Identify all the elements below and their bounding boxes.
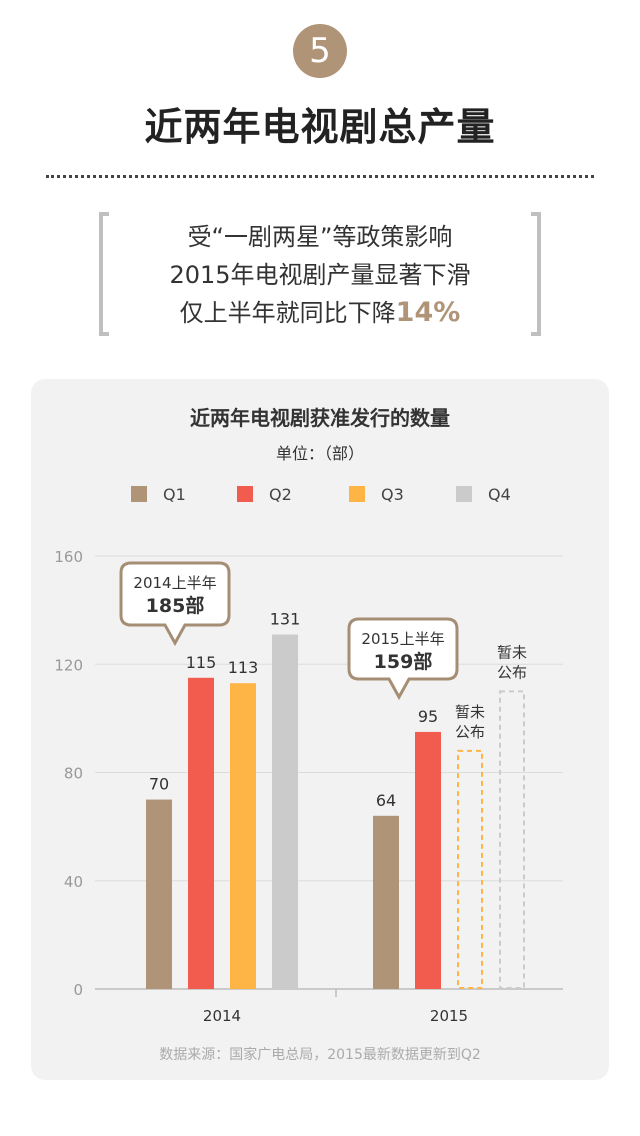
data-label: 70 (149, 775, 169, 794)
legend-label-q4: Q4 (488, 485, 511, 504)
legend-swatch-q1 (131, 486, 147, 502)
data-label: 95 (418, 707, 438, 726)
decline-percentage: 14% (395, 297, 461, 328)
y-tick-label: 160 (54, 548, 83, 566)
legend-swatch-q3 (349, 486, 365, 502)
bar-q1-2014 (146, 799, 172, 989)
data-source-note: 数据来源：国家广电总局，2015最新数据更新到Q2 (159, 1046, 481, 1063)
chart-unit-label: 单位：（部） (276, 444, 364, 463)
callout-period: 2014上半年 (133, 574, 216, 592)
placeholder-bar-q3 (457, 749, 483, 989)
callout-period: 2015上半年 (361, 630, 444, 648)
placeholder-label: 暂未 (455, 703, 485, 721)
intro-line-1: 受“一剧两星”等政策影响 (187, 223, 453, 251)
intro-quote: 受“一剧两星”等政策影响 2015年电视剧产量显著下滑 仅上半年就同比下降14% (110, 218, 530, 332)
intro-line-3-text: 仅上半年就同比下降 (179, 299, 396, 327)
legend-swatch-q2 (237, 486, 253, 502)
callout-bubble-2014 (119, 561, 231, 647)
data-label: 115 (186, 653, 217, 672)
data-label: 113 (228, 658, 259, 677)
legend-label-q3: Q3 (381, 485, 404, 504)
legend-label-q2: Q2 (269, 485, 292, 504)
intro-line-2: 2015年电视剧产量显著下滑 (169, 261, 471, 289)
data-label: 64 (376, 791, 396, 810)
bar-q2-2014 (188, 677, 214, 989)
placeholder-label: 暂未 (497, 643, 527, 661)
x-tick-label: 2014 (203, 1007, 241, 1025)
y-tick-label: 120 (54, 656, 83, 674)
callout-bubble-2015 (347, 617, 459, 701)
step-number-badge: 5 (293, 24, 347, 78)
right-bracket (531, 212, 541, 336)
dotted-divider (46, 175, 594, 178)
bar-q2-2015 (415, 731, 441, 989)
page-title: 近两年电视剧总产量 (144, 105, 496, 149)
bar-q1-2015 (373, 815, 399, 989)
chart-card: 近两年电视剧获准发行的数量单位：（部） Q1 Q2 Q3 Q4 160 120 80 40 0 20… (31, 379, 609, 1080)
bar-q4-2014 (272, 634, 298, 989)
bar-q3-2014 (230, 683, 256, 989)
intro-line-3: 仅上半年就同比下降14% (110, 294, 530, 332)
placeholder-label: 公布 (455, 723, 485, 741)
legend-swatch-q4 (456, 486, 472, 502)
left-bracket (99, 212, 109, 336)
x-tick-label: 2015 (430, 1007, 468, 1025)
y-tick-label: 0 (73, 981, 83, 999)
placeholder-label: 公布 (497, 663, 527, 681)
legend-label-q1: Q1 (163, 485, 186, 504)
callout-total: 185部 (146, 594, 205, 617)
placeholder-bar-q4 (499, 690, 525, 989)
chart-title: 近两年电视剧获准发行的数量 (190, 406, 450, 430)
y-tick-label: 80 (64, 765, 83, 783)
y-tick-label: 40 (64, 873, 83, 891)
data-label: 131 (270, 609, 301, 628)
callout-total: 159部 (374, 650, 433, 673)
